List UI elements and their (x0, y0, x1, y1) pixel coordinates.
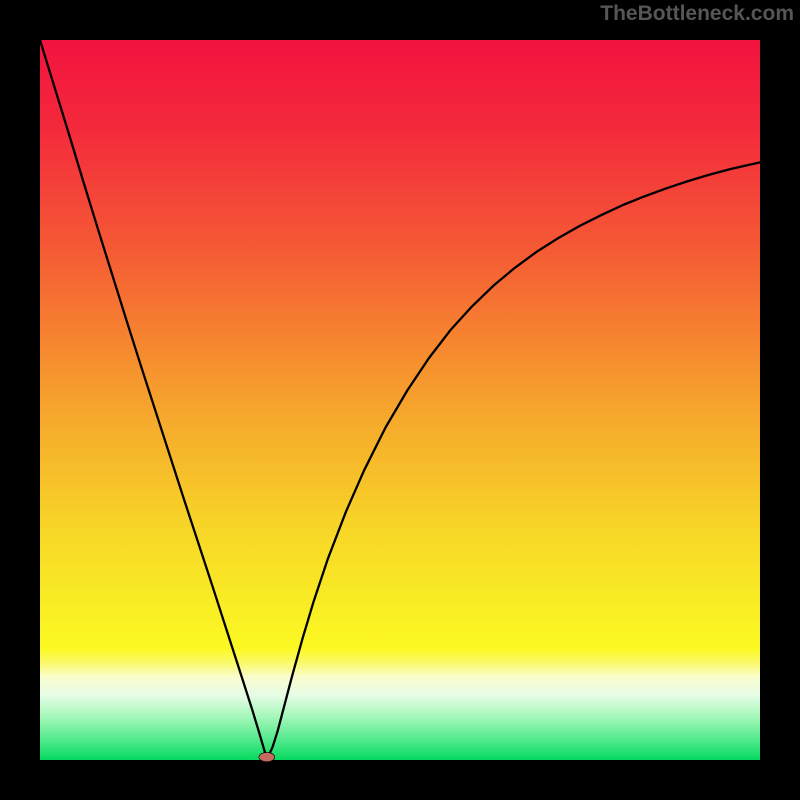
plot-background (40, 40, 760, 760)
chart-container: TheBottleneck.com (0, 0, 800, 800)
minimum-marker (259, 752, 275, 761)
watermark-text: TheBottleneck.com (600, 2, 794, 26)
bottleneck-chart (0, 0, 800, 800)
